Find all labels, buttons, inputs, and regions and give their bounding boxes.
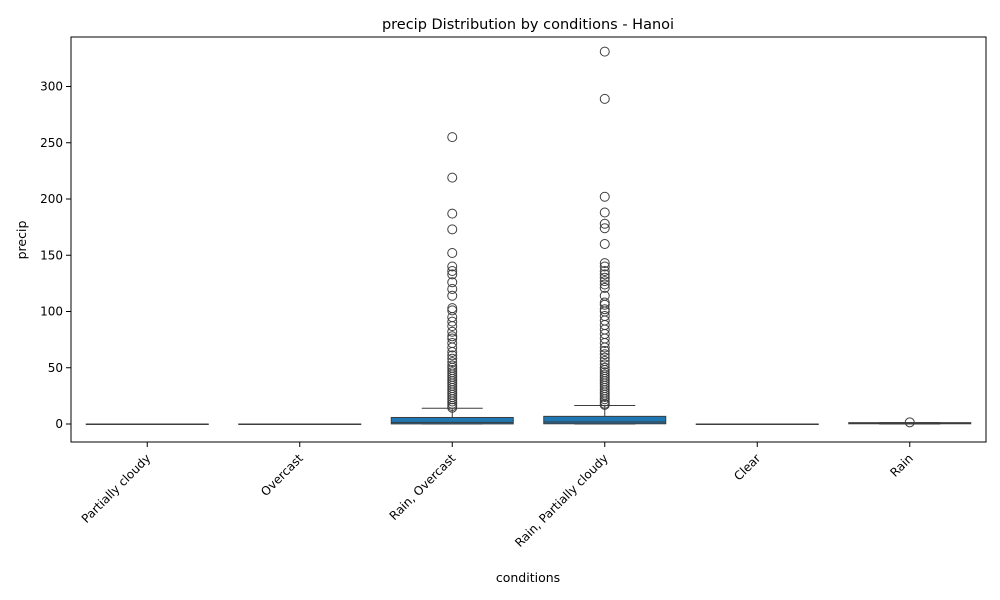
flier-point xyxy=(599,207,610,218)
flier-point xyxy=(599,349,610,360)
flier-point xyxy=(447,303,458,314)
flier-point xyxy=(599,282,610,293)
flier-point xyxy=(447,269,458,280)
box xyxy=(390,416,514,425)
flier-point xyxy=(599,239,610,249)
box-group xyxy=(695,423,819,425)
flier-point xyxy=(599,266,610,276)
flier-point xyxy=(599,261,610,272)
flier-point xyxy=(447,331,458,342)
flier-point xyxy=(447,316,458,327)
flier-point xyxy=(599,93,610,104)
flier-point xyxy=(599,46,610,57)
x-axis: Partially cloudy Overcast Rain, Overcast Ra… xyxy=(79,442,916,550)
flier-point xyxy=(599,258,610,269)
box-group xyxy=(848,417,972,428)
y-tick-label: 300 xyxy=(40,80,63,94)
y-tick-label: 50 xyxy=(48,361,63,375)
flier-point xyxy=(599,352,610,363)
flier-point xyxy=(447,132,458,143)
flier-point xyxy=(599,299,610,310)
flier-point xyxy=(447,248,458,258)
flier-point xyxy=(599,272,610,283)
flier-point xyxy=(599,338,610,348)
x-tick-label: Partially cloudy xyxy=(79,451,154,526)
y-tick-label: 150 xyxy=(40,248,63,262)
flier-point xyxy=(447,277,458,288)
x-tick-label: Clear xyxy=(731,451,763,483)
flier-point xyxy=(447,357,458,368)
flier-point xyxy=(599,342,610,353)
flier-point xyxy=(447,398,458,409)
flier-point xyxy=(599,276,610,287)
flier-point xyxy=(599,218,610,229)
y-tick-label: 0 xyxy=(55,417,63,431)
flier-point xyxy=(447,342,458,353)
x-tick-label: Rain, Overcast xyxy=(387,451,459,523)
box-group xyxy=(238,423,362,425)
flier-point xyxy=(599,399,610,410)
boxes xyxy=(85,46,972,428)
flier-point xyxy=(447,172,458,183)
flier-point xyxy=(447,402,458,413)
box-group xyxy=(390,132,514,425)
flier-point xyxy=(447,396,458,407)
flier-point xyxy=(447,284,458,294)
flier-point xyxy=(904,417,915,428)
x-axis-label: conditions xyxy=(496,570,560,585)
x-tick-label: Rain xyxy=(887,451,916,480)
flier-point xyxy=(599,223,610,234)
flier-point xyxy=(447,266,458,276)
flier-point xyxy=(447,321,458,332)
flier-point xyxy=(447,326,458,337)
flier-point xyxy=(447,305,458,316)
flier-point xyxy=(447,290,458,301)
x-tick-label: Rain, Partially cloudy xyxy=(512,451,611,550)
flier-point xyxy=(447,208,458,219)
box-group xyxy=(85,423,209,425)
y-tick-label: 200 xyxy=(40,192,63,206)
flier-point xyxy=(599,392,610,402)
flier-point xyxy=(447,350,458,361)
y-axis-label: precip xyxy=(14,221,29,260)
flier-point xyxy=(447,347,458,357)
flier-point xyxy=(599,269,610,280)
flier-point xyxy=(599,394,610,405)
flier-point xyxy=(447,394,458,405)
flier-point xyxy=(599,279,610,290)
y-axis: 0 50 100 150 200 250 300 xyxy=(40,80,71,431)
plot-area xyxy=(70,36,987,443)
y-tick-label: 250 xyxy=(40,136,63,150)
flier-point xyxy=(599,396,610,407)
flier-point xyxy=(599,359,610,370)
box xyxy=(543,415,667,425)
flier-point xyxy=(447,261,458,272)
box-group xyxy=(543,46,667,425)
flier-point xyxy=(599,345,610,356)
flier-point xyxy=(447,224,458,235)
flier-point xyxy=(599,304,610,315)
chart-title: precip Distribution by conditions - Hano… xyxy=(382,17,674,33)
flier-point xyxy=(599,191,610,202)
y-tick-label: 100 xyxy=(40,305,63,319)
x-tick-label: Overcast xyxy=(258,451,306,499)
